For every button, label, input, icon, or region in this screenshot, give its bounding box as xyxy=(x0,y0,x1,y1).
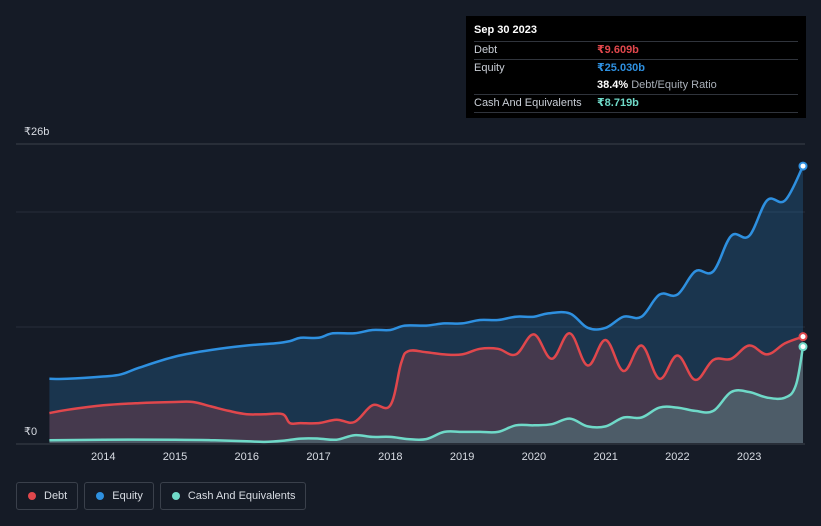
tooltip-equity-value: ₹25.030b xyxy=(597,62,646,74)
x-tick-label: 2021 xyxy=(593,451,617,463)
legend-debt-dot-icon xyxy=(28,492,36,500)
tooltip-debt-label: Debt xyxy=(474,44,498,56)
y-tick-label: ₹26b xyxy=(24,126,49,138)
tooltip-ratio-value: 38.4% Debt/Equity Ratio xyxy=(597,77,717,94)
cash-and-equivalents-endpoint xyxy=(798,342,808,352)
x-tick-label: 2018 xyxy=(378,451,402,463)
chart-lines xyxy=(49,165,805,444)
chart-legend: Debt Equity Cash And Equivalents xyxy=(16,482,307,510)
tooltip-equity-label: Equity xyxy=(474,62,505,74)
legend-cash-dot-icon xyxy=(171,492,180,500)
x-tick-label: 2016 xyxy=(235,451,259,463)
legend-item-equity[interactable]: Equity xyxy=(84,482,154,510)
y-axis-ticks: ₹0 ₹26b xyxy=(24,126,49,438)
x-tick-label: 2017 xyxy=(306,451,330,463)
equity-area xyxy=(49,166,803,443)
chart-areas xyxy=(49,166,803,443)
x-axis-ticks: 2014 2015 2016 2017 2018 2019 2020 2021 2022 2023 xyxy=(91,451,761,463)
ratio-number: 38.4% xyxy=(597,79,629,91)
x-tick-label: 2023 xyxy=(737,451,761,463)
tooltip-ratio-label xyxy=(474,77,597,94)
legend-item-debt[interactable]: Debt xyxy=(16,482,79,510)
x-tick-label: 2019 xyxy=(450,451,474,463)
x-tick-label: 2015 xyxy=(163,451,187,463)
tooltip-date: Sep 30 2023 xyxy=(474,24,537,36)
hover-tooltip: Sep 30 2023 Debt ₹9.609b Equity ₹25.030b… xyxy=(466,16,806,118)
cash-and-equivalents-area xyxy=(49,346,803,443)
equity-line xyxy=(49,165,805,381)
tooltip-row-cash: Cash And Equivalents ₹8.719b xyxy=(474,94,798,112)
legend-cash-label: Cash And Equivalents xyxy=(187,490,296,502)
tooltip-cash-label: Cash And Equivalents xyxy=(474,97,582,109)
debt-line xyxy=(49,332,804,426)
legend-item-cash[interactable]: Cash And Equivalents xyxy=(159,482,307,510)
y-tick-label: ₹0 xyxy=(24,426,37,438)
x-tick-label: 2014 xyxy=(91,451,115,463)
chart-endpoints xyxy=(798,161,808,352)
tooltip-bottom-rule xyxy=(474,112,798,130)
legend-equity-dot-icon xyxy=(96,492,105,500)
debt-endpoint xyxy=(798,332,808,342)
legend-debt-label: Debt xyxy=(44,490,68,502)
x-tick-label: 2020 xyxy=(522,451,546,463)
x-tick-label: 2022 xyxy=(665,451,689,463)
tooltip-row-ratio: 38.4% Debt/Equity Ratio xyxy=(474,77,798,94)
equity-endpoint xyxy=(798,161,808,171)
debt-area xyxy=(49,333,803,443)
ratio-suffix: Debt/Equity Ratio xyxy=(631,79,717,91)
legend-equity-label: Equity xyxy=(112,490,143,502)
tooltip-debt-value: ₹9.609b xyxy=(597,44,639,56)
tooltip-row-equity: Equity ₹25.030b xyxy=(474,59,798,77)
tooltip-row-debt: Debt ₹9.609b xyxy=(474,41,798,59)
tooltip-cash-value: ₹8.719b xyxy=(597,97,639,109)
cash-and-equivalents-line xyxy=(49,346,805,444)
chart-grid xyxy=(16,143,805,445)
